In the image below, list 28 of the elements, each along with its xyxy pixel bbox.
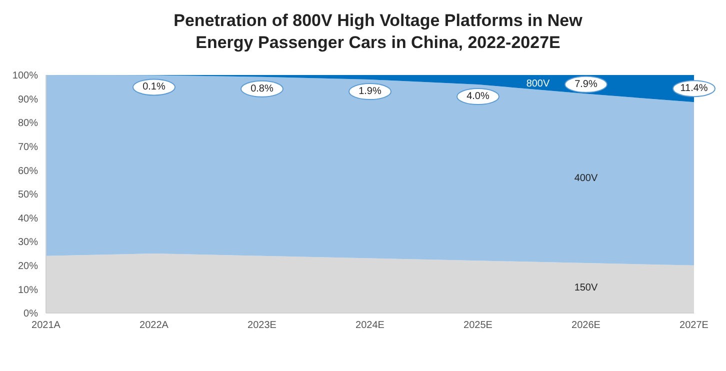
data-label: 7.9% [574, 78, 598, 90]
data-label: 4.0% [466, 91, 490, 102]
x-tick-label: 2026E [572, 320, 601, 332]
series-label: 150V [574, 282, 598, 294]
y-tick-label: 0% [24, 308, 38, 320]
x-tick-label: 2027E [680, 320, 709, 332]
x-tick-label: 2021A [32, 320, 61, 332]
data-label: 1.9% [358, 86, 382, 98]
y-tick-label: 40% [18, 213, 38, 224]
y-tick-label: 60% [18, 166, 38, 177]
data-label: 0.1% [142, 82, 166, 93]
data-label: 0.8% [250, 83, 274, 94]
x-tick-label: 2024E [356, 320, 385, 332]
y-tick-label: 70% [18, 142, 38, 153]
series-label: 400V [574, 172, 598, 184]
series-label: 800V [526, 78, 550, 90]
y-tick-label: 10% [18, 284, 38, 296]
y-tick-label: 80% [18, 118, 38, 130]
y-tick-label: 20% [18, 260, 38, 272]
y-tick-label: 100% [12, 70, 38, 82]
y-tick-label: 90% [18, 94, 38, 106]
x-tick-label: 2023E [248, 320, 277, 332]
y-tick-label: 30% [18, 237, 38, 248]
x-tick-label: 2022A [140, 320, 169, 332]
y-tick-label: 50% [18, 190, 38, 201]
data-label: 11.4% [680, 83, 708, 94]
x-tick-label: 2025E [464, 320, 493, 332]
chart-title: Penetration of 800V High Voltage Platforms in New Energy Passenger Cars in China, 2022-2027E [172, 10, 584, 54]
